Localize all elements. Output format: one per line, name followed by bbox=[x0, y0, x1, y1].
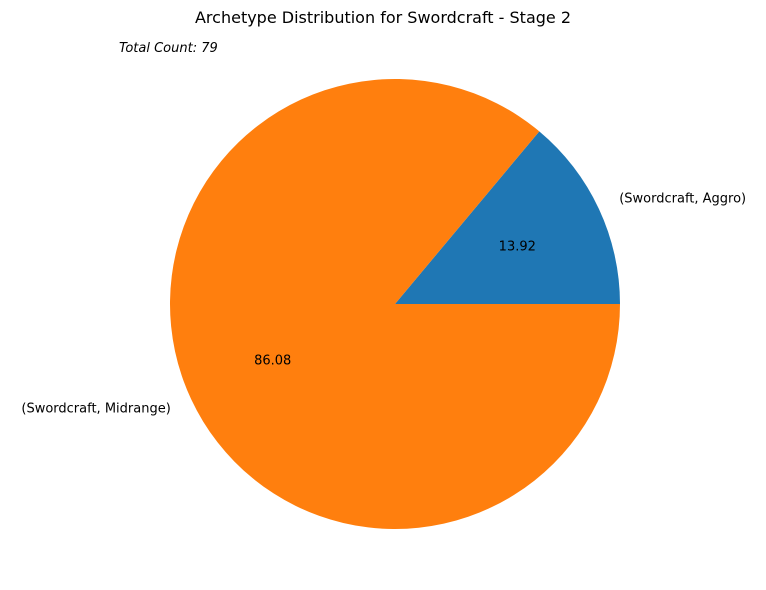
pie-slice-labels: (Swordcraft, Aggro) (Swordcraft, Midrange… bbox=[21, 192, 746, 417]
pie-slice-label-0: (Swordcraft, Aggro) bbox=[619, 192, 746, 207]
pie-slice-1 bbox=[169, 78, 620, 530]
pie-slice-0 bbox=[395, 131, 620, 304]
chart-title: Archetype Distribution for Swordcraft - … bbox=[194, 8, 572, 27]
total-count-annotation: Total Count: 79 bbox=[119, 41, 218, 56]
pie-slices bbox=[169, 78, 620, 530]
pie-value-label-1: 86.08 bbox=[254, 354, 291, 369]
pie-value-labels: 13.92 86.08 bbox=[254, 239, 536, 368]
pie-value-label-0: 13.92 bbox=[499, 239, 536, 254]
pie-slice-label-1: (Swordcraft, Midrange) bbox=[21, 401, 170, 416]
